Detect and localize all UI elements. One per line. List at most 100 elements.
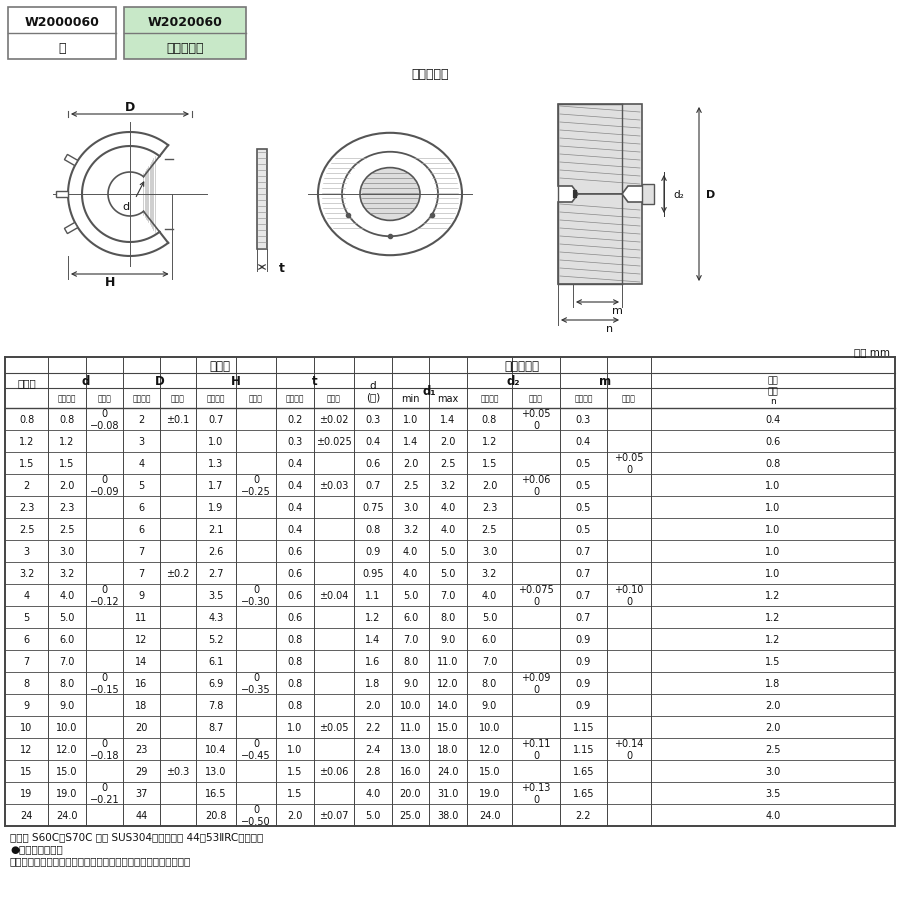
Text: 15: 15 xyxy=(21,766,32,776)
Text: 1.2: 1.2 xyxy=(765,590,780,601)
Text: 0.6: 0.6 xyxy=(365,458,381,468)
Text: 6: 6 xyxy=(139,502,145,512)
Text: D: D xyxy=(706,189,716,199)
Text: 許容差: 許容差 xyxy=(249,394,263,403)
Text: 0.6: 0.6 xyxy=(287,612,302,622)
Text: +0.10
0: +0.10 0 xyxy=(615,584,644,606)
Text: 3.2: 3.2 xyxy=(403,524,418,534)
Text: 2.0: 2.0 xyxy=(287,810,302,820)
Polygon shape xyxy=(65,223,77,235)
Text: 0.4: 0.4 xyxy=(287,458,302,468)
Text: 1.3: 1.3 xyxy=(209,458,223,468)
Text: 0.8: 0.8 xyxy=(19,415,34,425)
Text: 7: 7 xyxy=(139,547,145,557)
Text: +0.05
0: +0.05 0 xyxy=(521,409,551,430)
Text: 31.0: 31.0 xyxy=(437,788,459,798)
Text: 許容差: 許容差 xyxy=(529,394,543,403)
Text: 1.0: 1.0 xyxy=(765,568,780,578)
Text: 3.5: 3.5 xyxy=(765,788,780,798)
Text: 7: 7 xyxy=(139,568,145,578)
Text: 0.3: 0.3 xyxy=(365,415,381,425)
Text: 10: 10 xyxy=(21,723,32,732)
Text: 14: 14 xyxy=(135,657,148,667)
Text: 44: 44 xyxy=(135,810,148,820)
Text: 2.1: 2.1 xyxy=(208,524,224,534)
Text: 2: 2 xyxy=(23,481,30,491)
Ellipse shape xyxy=(318,133,462,256)
Text: 2.5: 2.5 xyxy=(440,458,455,468)
Text: 15.0: 15.0 xyxy=(479,766,500,776)
Text: 2.0: 2.0 xyxy=(765,700,780,710)
Text: 0.7: 0.7 xyxy=(365,481,381,491)
Polygon shape xyxy=(65,155,77,166)
Text: 7.0: 7.0 xyxy=(482,657,497,667)
Text: 12: 12 xyxy=(21,744,32,754)
Text: 1.5: 1.5 xyxy=(287,766,302,776)
Text: 7.8: 7.8 xyxy=(208,700,224,710)
Text: 4: 4 xyxy=(139,458,145,468)
Text: 7.0: 7.0 xyxy=(440,590,455,601)
Text: 0.8: 0.8 xyxy=(365,524,381,534)
Text: 9.0: 9.0 xyxy=(59,700,75,710)
Text: 1.4: 1.4 xyxy=(403,437,418,446)
Text: d
(約): d (約) xyxy=(366,381,380,402)
Text: 9: 9 xyxy=(23,700,30,710)
Text: 20.0: 20.0 xyxy=(400,788,421,798)
Text: 1.0: 1.0 xyxy=(765,481,780,491)
Text: 基準寸法: 基準寸法 xyxy=(58,394,76,403)
Text: 0.8: 0.8 xyxy=(765,458,780,468)
Text: D: D xyxy=(155,374,165,388)
Text: 38.0: 38.0 xyxy=(437,810,459,820)
Text: 0.6: 0.6 xyxy=(287,568,302,578)
Text: 0
−0.08: 0 −0.08 xyxy=(90,409,119,430)
Bar xyxy=(124,8,246,60)
Text: 6.0: 6.0 xyxy=(482,634,497,644)
Bar xyxy=(642,185,654,205)
Text: 0.5: 0.5 xyxy=(576,458,591,468)
Text: 2.5: 2.5 xyxy=(403,481,418,491)
Text: t: t xyxy=(279,262,285,274)
Text: 8.0: 8.0 xyxy=(440,612,455,622)
Text: H: H xyxy=(104,276,115,290)
Text: 0.9: 0.9 xyxy=(365,547,381,557)
Text: 1.0: 1.0 xyxy=(765,547,780,557)
Text: 5: 5 xyxy=(139,481,145,491)
Text: 8.0: 8.0 xyxy=(403,657,418,667)
Text: 1.2: 1.2 xyxy=(365,612,381,622)
Text: ・材質 S60C～S70C 及び SUS304　・确さ　 44～53ⅡRC（銅製）: ・材質 S60C～S70C 及び SUS304 ・确さ 44～53ⅡRC（銅製） xyxy=(10,831,263,841)
Text: 5: 5 xyxy=(23,612,30,622)
Text: 参考
最小
n: 参考 最小 n xyxy=(768,376,778,406)
Text: 0.3: 0.3 xyxy=(576,415,591,425)
Text: 16.0: 16.0 xyxy=(400,766,421,776)
Text: 基準寸法: 基準寸法 xyxy=(207,394,225,403)
Text: 4.0: 4.0 xyxy=(482,590,497,601)
Text: 11.0: 11.0 xyxy=(437,657,459,667)
Text: 37: 37 xyxy=(135,788,148,798)
Text: 4.0: 4.0 xyxy=(440,524,455,534)
Text: 5.0: 5.0 xyxy=(440,547,455,557)
Text: 2.2: 2.2 xyxy=(576,810,591,820)
Text: 0
−0.12: 0 −0.12 xyxy=(90,584,120,606)
Text: ±0.06: ±0.06 xyxy=(320,766,348,776)
Text: 0.7: 0.7 xyxy=(576,547,591,557)
Text: 0.6: 0.6 xyxy=(287,590,302,601)
Text: 0
−0.09: 0 −0.09 xyxy=(90,474,119,496)
Text: 15.0: 15.0 xyxy=(437,723,459,732)
Text: 3.5: 3.5 xyxy=(208,590,224,601)
Text: d: d xyxy=(81,374,90,388)
Text: 2.4: 2.4 xyxy=(365,744,381,754)
Text: 6.0: 6.0 xyxy=(59,634,75,644)
Text: 2.6: 2.6 xyxy=(208,547,224,557)
Text: 2.3: 2.3 xyxy=(59,502,75,512)
Text: 3: 3 xyxy=(23,547,30,557)
Text: 0.4: 0.4 xyxy=(576,437,591,446)
Text: 2.5: 2.5 xyxy=(19,524,34,534)
Text: 4.0: 4.0 xyxy=(403,547,418,557)
Text: 9.0: 9.0 xyxy=(403,678,418,688)
Text: 0.9: 0.9 xyxy=(576,657,591,667)
Text: 1.65: 1.65 xyxy=(572,788,594,798)
Text: d₂: d₂ xyxy=(507,374,520,388)
Text: ±0.05: ±0.05 xyxy=(320,723,349,732)
Text: 0
−0.25: 0 −0.25 xyxy=(241,474,271,496)
Text: 2.5: 2.5 xyxy=(482,524,497,534)
